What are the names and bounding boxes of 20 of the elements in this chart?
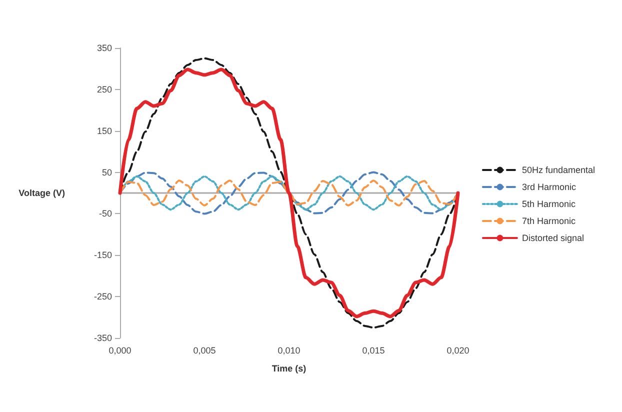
legend-label: Distorted signal	[522, 233, 584, 243]
x-tick-label: 0,020	[446, 346, 470, 356]
legend-label: 3rd Harmonic	[522, 182, 576, 192]
y-tick-label: 150	[96, 126, 112, 136]
y-tick-label: -350	[94, 333, 112, 343]
y-axis-title: Voltage (V)	[18, 188, 65, 198]
x-tick-label: 0,010	[278, 346, 300, 356]
legend-label: 7th Harmonic	[522, 216, 576, 226]
y-tick-label: 350	[96, 43, 112, 53]
y-tick-label: -50	[98, 208, 112, 219]
x-tick-label: 0,005	[193, 346, 216, 356]
x-tick-label: 0,000	[108, 346, 132, 356]
y-tick-label: 50	[102, 167, 112, 178]
y-tick-label: -150	[94, 250, 112, 260]
x-axis-title: Time (s)	[272, 364, 306, 374]
y-tick-label: -250	[94, 292, 112, 302]
legend-label: 50Hz fundamental	[522, 165, 595, 175]
y-tick-label: 250	[96, 84, 112, 94]
legend-label: 5th Harmonic	[522, 199, 576, 209]
x-tick-label: 0,015	[362, 346, 385, 356]
